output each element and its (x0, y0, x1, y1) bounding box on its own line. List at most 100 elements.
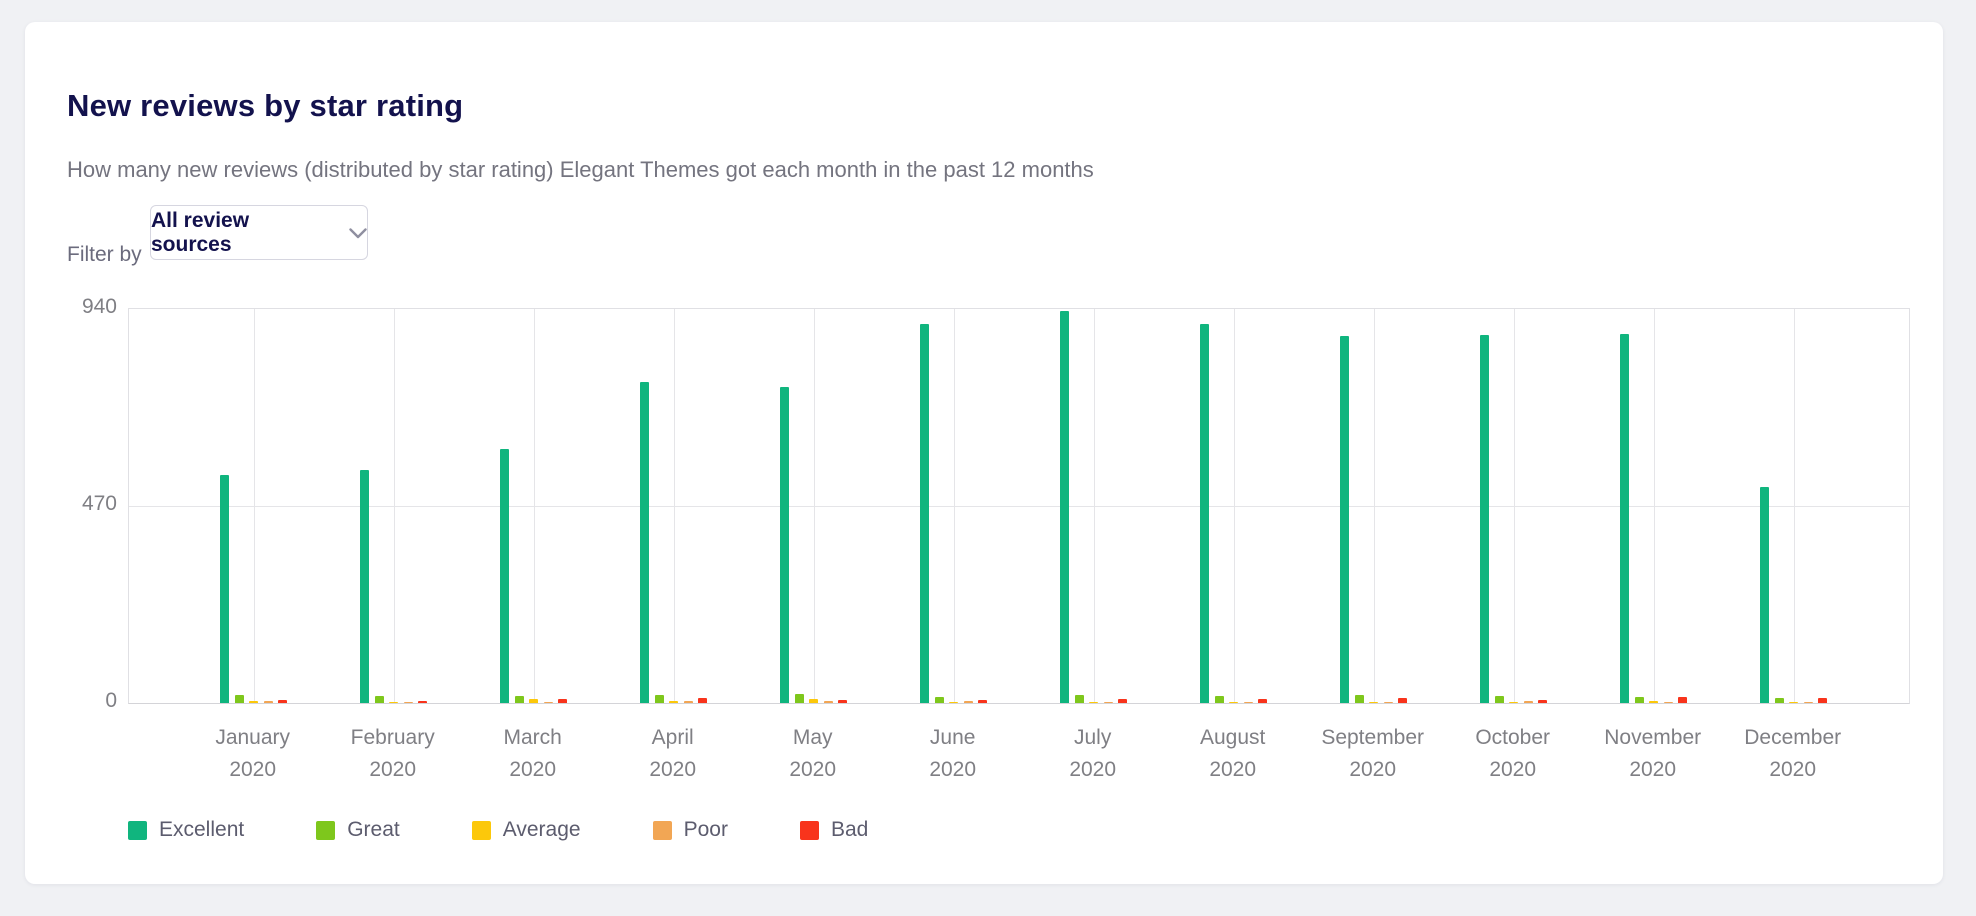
bar-average-may[interactable] (809, 699, 819, 703)
x-axis-label-may: May 2020 (789, 726, 837, 781)
bar-excellent-june[interactable] (920, 323, 930, 703)
bar-average-december[interactable] (1789, 701, 1799, 703)
bar-average-april[interactable] (669, 701, 679, 703)
gridline-vertical (393, 309, 395, 703)
gridline-vertical (1513, 309, 1515, 703)
bar-poor-may[interactable] (823, 700, 833, 703)
bar-bad-august[interactable] (1258, 698, 1267, 703)
bar-excellent-december[interactable] (1760, 487, 1770, 703)
legend-item-great[interactable]: Great (316, 818, 400, 842)
legend-swatch-average (471, 820, 491, 840)
x-axis-label-april: April 2020 (649, 726, 697, 781)
bar-poor-november[interactable] (1663, 701, 1673, 703)
legend-swatch-poor (652, 820, 672, 840)
bar-average-march[interactable] (529, 699, 539, 703)
gridline-vertical (813, 309, 815, 703)
bar-great-august[interactable] (1214, 695, 1224, 703)
legend-label: Poor (683, 818, 728, 841)
bar-excellent-august[interactable] (1200, 323, 1210, 703)
x-axis-label-december: December 2020 (1744, 726, 1842, 781)
legend-item-poor[interactable]: Poor (652, 818, 728, 842)
bar-average-february[interactable] (389, 701, 399, 703)
x-axis-label-november: November 2020 (1604, 726, 1702, 781)
bar-excellent-november[interactable] (1620, 334, 1630, 703)
bar-poor-june[interactable] (963, 701, 973, 703)
chevron-down-icon (349, 228, 367, 239)
gridline-vertical (953, 309, 955, 703)
x-axis-label-september: September 2020 (1321, 726, 1425, 781)
gridline-vertical (253, 309, 255, 703)
bar-average-august[interactable] (1229, 701, 1239, 703)
legend-item-bad[interactable]: Bad (799, 818, 869, 842)
bar-excellent-january[interactable] (220, 474, 230, 703)
bar-excellent-february[interactable] (360, 470, 370, 703)
bar-great-april[interactable] (654, 694, 664, 703)
y-axis-tick-940: 940 (81, 295, 117, 318)
bar-bad-january[interactable] (278, 699, 287, 703)
legend-item-excellent[interactable]: Excellent (128, 818, 244, 842)
bar-great-november[interactable] (1634, 697, 1644, 703)
bar-bad-july[interactable] (1118, 699, 1127, 703)
bar-bad-may[interactable] (838, 700, 847, 703)
bar-great-june[interactable] (934, 696, 944, 703)
bar-great-december[interactable] (1774, 697, 1784, 703)
gridline-vertical (533, 309, 535, 703)
bar-poor-september[interactable] (1383, 701, 1393, 703)
bar-great-february[interactable] (374, 695, 384, 703)
gridline-vertical (1373, 309, 1375, 703)
legend-swatch-great (316, 820, 336, 840)
dropdown-selected-value: All review sources (151, 208, 250, 256)
bar-poor-march[interactable] (543, 701, 553, 703)
bar-poor-december[interactable] (1803, 701, 1813, 703)
bar-great-march[interactable] (514, 695, 524, 703)
y-axis-tick-470: 470 (81, 492, 117, 515)
x-axis-label-february: February 2020 (350, 726, 435, 781)
page-subtitle: How many new reviews (distributed by sta… (67, 157, 1094, 182)
x-axis-label-june: June 2020 (929, 726, 977, 781)
legend-label: Great (347, 818, 400, 841)
bar-great-july[interactable] (1074, 695, 1084, 703)
bar-bad-september[interactable] (1398, 697, 1407, 703)
y-axis-tick-0: 0 (105, 689, 117, 712)
bar-great-may[interactable] (794, 693, 804, 703)
bar-average-november[interactable] (1649, 701, 1659, 703)
legend-swatch-excellent (128, 820, 147, 840)
gridline-horizontal (129, 506, 1909, 507)
legend-label: Bad (830, 818, 869, 841)
legend-item-average[interactable]: Average (471, 818, 581, 842)
bar-average-september[interactable] (1369, 701, 1379, 703)
x-axis-label-january: January 2020 (215, 726, 291, 781)
bar-average-january[interactable] (249, 700, 259, 703)
bar-poor-july[interactable] (1103, 701, 1113, 703)
bar-great-october[interactable] (1494, 696, 1504, 703)
bar-bad-april[interactable] (698, 697, 707, 703)
bar-bad-december[interactable] (1818, 698, 1827, 703)
bar-bad-june[interactable] (978, 699, 987, 703)
bar-poor-october[interactable] (1523, 701, 1533, 703)
bar-average-june[interactable] (949, 701, 959, 703)
bar-excellent-july[interactable] (1060, 311, 1070, 703)
bar-poor-april[interactable] (683, 701, 693, 703)
legend-swatch-bad (799, 820, 819, 840)
bar-excellent-may[interactable] (780, 386, 790, 703)
gridline-vertical (1093, 309, 1095, 703)
bar-bad-march[interactable] (558, 698, 567, 703)
bar-excellent-march[interactable] (500, 449, 510, 703)
bar-poor-january[interactable] (263, 701, 273, 703)
bar-excellent-october[interactable] (1480, 335, 1490, 703)
legend-label: Average (502, 818, 581, 841)
bar-bad-november[interactable] (1678, 696, 1687, 703)
bar-poor-february[interactable] (403, 701, 413, 703)
bar-bad-february[interactable] (418, 700, 427, 703)
bar-great-january[interactable] (234, 694, 244, 703)
bar-excellent-april[interactable] (640, 382, 650, 703)
bar-great-september[interactable] (1354, 694, 1364, 703)
bar-average-october[interactable] (1509, 701, 1519, 703)
bar-average-july[interactable] (1089, 701, 1099, 703)
filter-by-label: Filter by (67, 243, 142, 266)
bar-poor-august[interactable] (1243, 701, 1253, 703)
bar-excellent-september[interactable] (1340, 336, 1350, 703)
bar-bad-october[interactable] (1538, 700, 1547, 703)
review-source-dropdown[interactable]: All review sources (150, 205, 368, 260)
gridline-vertical (1793, 309, 1795, 703)
